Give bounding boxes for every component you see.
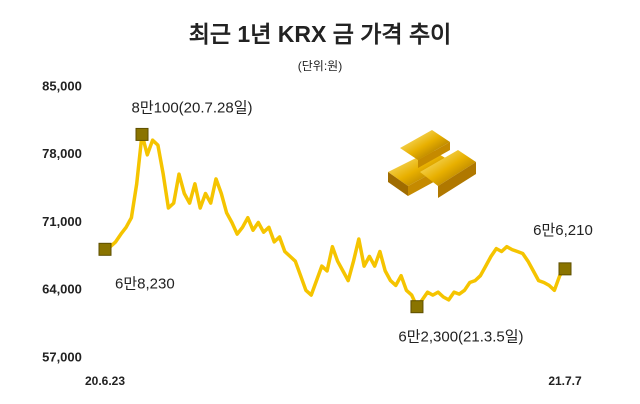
- chart-subtitle: (단위:원): [298, 59, 342, 73]
- x-tick-label: 20.6.23: [85, 374, 125, 388]
- marker: [98, 242, 112, 256]
- marker: [410, 300, 424, 314]
- y-tick-label: 64,000: [42, 282, 82, 297]
- x-tick-label: 21.7.7: [548, 374, 582, 388]
- marker: [135, 127, 149, 141]
- value-label: 6만8,230: [115, 275, 175, 292]
- gold-bars-icon: [388, 130, 476, 198]
- y-tick-label: 71,000: [42, 214, 82, 229]
- value-label: 6만6,210: [533, 222, 593, 239]
- y-tick-label: 85,000: [42, 78, 82, 93]
- y-tick-label: 57,000: [42, 349, 82, 364]
- value-label: 8만100(20.7.28일): [132, 99, 253, 116]
- value-label: 6만2,300(21.3.5일): [398, 329, 523, 346]
- y-tick-label: 78,000: [42, 146, 82, 161]
- marker: [558, 262, 572, 276]
- price-line: [104, 132, 567, 309]
- chart-title: 최근 1년 KRX 금 가격 추이: [189, 21, 452, 47]
